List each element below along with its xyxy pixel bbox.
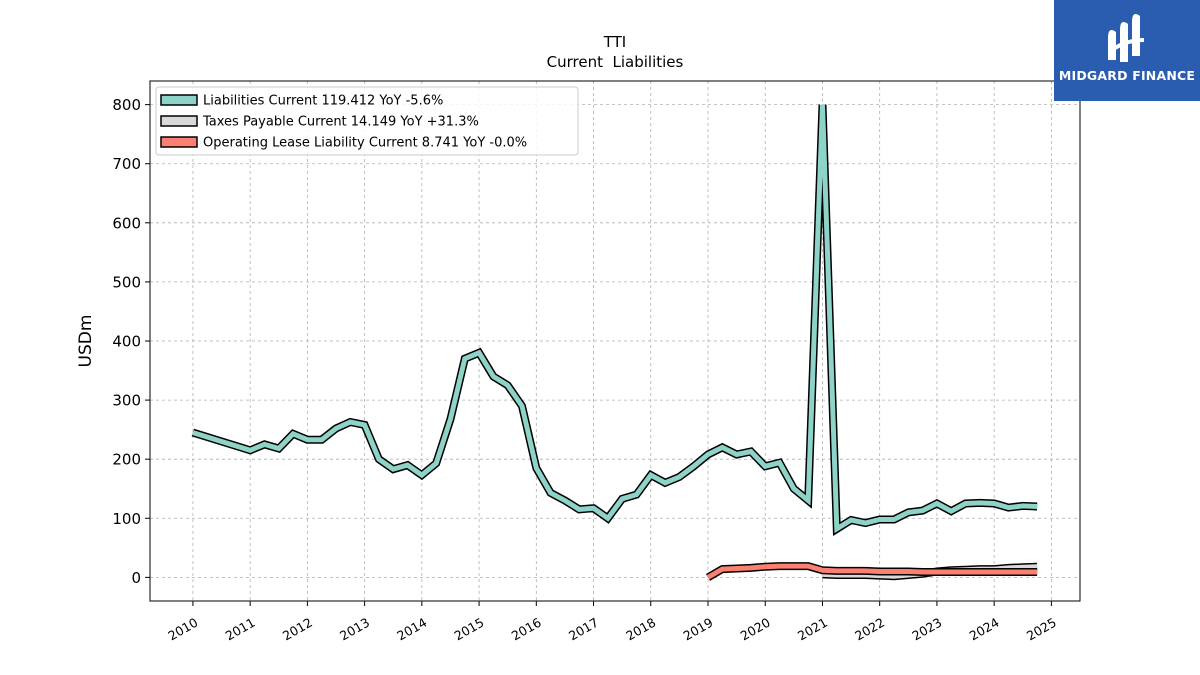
x-tick-label: 2020 xyxy=(738,615,773,644)
series-line xyxy=(706,563,1038,580)
x-tick-label: 2025 xyxy=(1024,615,1059,644)
x-tick-label: 2019 xyxy=(680,615,715,644)
y-tick-label: 0 xyxy=(131,569,141,587)
series-line xyxy=(192,104,1038,534)
x-tick-label: 2015 xyxy=(452,615,487,644)
series-layer xyxy=(191,104,1038,581)
x-tick-label: 2023 xyxy=(909,615,944,644)
grid xyxy=(150,81,1080,601)
series-2 xyxy=(705,562,1038,581)
x-tick-label: 2017 xyxy=(566,615,601,644)
axes: 0 100 200 300 400 500 600 700 800 2010 2011 2012 201… xyxy=(112,96,1059,643)
x-tick-label: 2021 xyxy=(795,615,830,644)
x-tick-label: 2011 xyxy=(223,615,258,644)
y-tick-label: 300 xyxy=(112,392,141,410)
series-line-outline xyxy=(191,104,1038,536)
y-tick-label: 200 xyxy=(112,451,141,469)
logo-text: MIDGARD FINANCE xyxy=(1058,68,1196,83)
legend-label: Liabilities Current 119.412 YoY -5.6% xyxy=(203,94,443,109)
x-tick-label: 2012 xyxy=(280,615,315,644)
midgard-finance-logo: MIDGARD FINANCE xyxy=(1054,0,1200,101)
y-tick-label: 500 xyxy=(112,273,141,291)
chart-title: TTI xyxy=(603,33,627,51)
y-tick-label: 800 xyxy=(112,96,141,114)
y-axis-label: USDm xyxy=(76,315,96,368)
legend-label: Operating Lease Liability Current 8.741 … xyxy=(203,136,527,151)
x-tick-label: 2014 xyxy=(394,615,429,644)
x-tick-label: 2024 xyxy=(967,615,1002,644)
x-tick-label: 2016 xyxy=(509,615,544,644)
legend-swatch xyxy=(160,136,198,148)
legend-swatch xyxy=(160,94,198,106)
legend-swatch xyxy=(160,115,198,127)
y-tick-label: 100 xyxy=(112,510,141,528)
y-tick-label: 600 xyxy=(112,214,141,232)
y-tick-label: 400 xyxy=(112,333,141,351)
legend-label: Taxes Payable Current 14.149 YoY +31.3% xyxy=(202,115,479,130)
x-tick-label: 2010 xyxy=(165,615,200,644)
x-tick-label: 2022 xyxy=(852,615,887,644)
logo-mark-icon xyxy=(1108,14,1145,62)
y-tick-label: 700 xyxy=(112,155,141,173)
series-0 xyxy=(191,104,1038,536)
legend: Liabilities Current 119.412 YoY -5.6% Tax… xyxy=(155,86,579,156)
x-tick-label: 2018 xyxy=(623,615,658,644)
x-tick-label: 2013 xyxy=(337,615,372,644)
chart-subtitle: Current Liabilities xyxy=(547,53,684,71)
legend-box xyxy=(155,86,579,156)
